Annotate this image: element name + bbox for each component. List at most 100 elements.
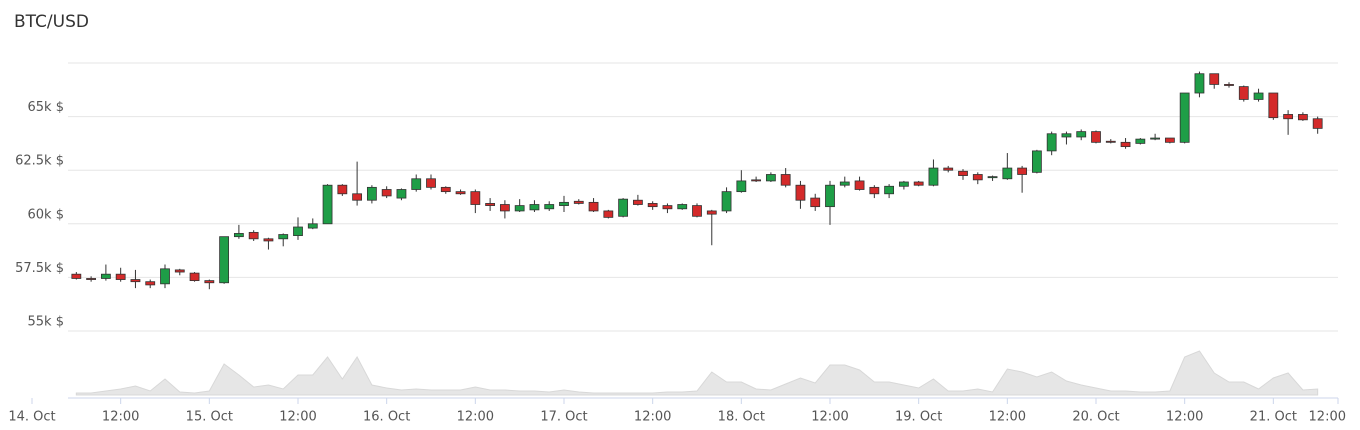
- candle-body: [219, 236, 230, 284]
- candle-body: [352, 193, 363, 201]
- candle-body: [618, 198, 629, 217]
- candle-body: [603, 210, 614, 218]
- candle-body: [780, 174, 791, 186]
- candle-body: [514, 205, 525, 212]
- x-tick-label: 17. Oct: [540, 410, 587, 425]
- candle-body: [71, 273, 82, 279]
- candle-body: [958, 170, 968, 176]
- candle-body: [1105, 140, 1116, 143]
- candle-body: [263, 238, 274, 242]
- candle-body: [1179, 92, 1190, 143]
- candle-body: [632, 199, 643, 205]
- candle-body: [573, 200, 584, 204]
- candle-body: [692, 205, 702, 217]
- candle-body: [485, 203, 496, 206]
- x-tick-label: 12:00: [1166, 410, 1203, 425]
- candle-body: [706, 210, 717, 215]
- candle-body: [278, 234, 289, 240]
- candle-body: [86, 278, 97, 280]
- candle-body: [721, 191, 732, 212]
- candle-body: [1253, 92, 1264, 100]
- candle-body: [795, 184, 806, 201]
- candle-body: [381, 189, 392, 197]
- candle-body: [1283, 114, 1294, 120]
- x-tick-label: 12:00: [634, 410, 671, 425]
- candle-body: [1061, 133, 1072, 138]
- candle-body: [898, 181, 909, 187]
- candle-body: [204, 280, 215, 284]
- chart-title: BTC/USD: [14, 12, 89, 32]
- candle-body: [1076, 131, 1087, 138]
- candle-body: [1120, 141, 1131, 148]
- candle-body: [736, 180, 747, 193]
- candle-body: [559, 201, 569, 206]
- candle-body: [751, 179, 762, 182]
- candle-body: [647, 203, 658, 208]
- candle-body: [972, 174, 983, 181]
- x-tick-label: 20. Oct: [1072, 410, 1119, 425]
- candle-body: [189, 272, 200, 282]
- x-tick-label: 12:00: [811, 410, 848, 425]
- candle-body: [810, 197, 821, 208]
- candle-body: [987, 176, 998, 179]
- candle-body: [662, 205, 673, 210]
- candle-body: [396, 189, 407, 199]
- candle-body: [1164, 137, 1175, 143]
- candle-body: [499, 204, 510, 212]
- x-tick-label: 12:00: [102, 410, 139, 425]
- candle-body: [1268, 92, 1279, 119]
- candle-body: [1312, 118, 1323, 129]
- y-tick-label: 60k $: [28, 207, 64, 222]
- candle-body: [1031, 150, 1042, 173]
- candle-body: [160, 268, 170, 285]
- candle-body: [145, 281, 156, 286]
- x-tick-label: 16. Oct: [363, 410, 410, 425]
- candle-body: [248, 231, 259, 240]
- candle-body: [1194, 73, 1205, 94]
- candle-body: [1091, 131, 1101, 143]
- candle-body: [765, 174, 776, 182]
- candle-body: [455, 191, 466, 195]
- candle-body: [854, 180, 865, 190]
- candle-body: [588, 201, 599, 212]
- candle-body: [1002, 167, 1013, 180]
- candle-body: [943, 167, 954, 171]
- candle-body: [411, 178, 422, 190]
- x-tick-label: 14. Oct: [8, 410, 55, 425]
- candle-body: [1238, 86, 1249, 100]
- x-tick-label: 21. Oct: [1250, 410, 1297, 425]
- candle-body: [426, 178, 436, 188]
- candle-body: [884, 185, 895, 195]
- volume-area: [75, 350, 1319, 396]
- candle-body: [1224, 84, 1234, 86]
- candle-body: [440, 186, 451, 193]
- x-tick-label: 19. Oct: [895, 410, 942, 425]
- candle-body: [928, 167, 939, 186]
- candle-body: [1297, 114, 1308, 121]
- candle-body: [233, 233, 244, 238]
- x-tick-label: 12:00: [989, 410, 1026, 425]
- y-tick-label: 62.5k $: [15, 154, 64, 169]
- candle-body: [337, 184, 348, 195]
- y-tick-label: 57.5k $: [15, 261, 64, 276]
- candle-body: [100, 273, 111, 279]
- candle-body: [1209, 73, 1220, 85]
- candle-body: [544, 204, 555, 210]
- candle-body: [1046, 133, 1057, 152]
- x-tick-label: 12:00: [279, 410, 316, 425]
- x-tick-label: 18. Oct: [718, 410, 765, 425]
- candle-body: [174, 269, 185, 273]
- candle-body: [677, 204, 688, 210]
- x-tick-label: 12:00: [457, 410, 494, 425]
- candle-body: [115, 273, 126, 280]
- x-tick-label: 12:00: [1309, 410, 1346, 425]
- candle-body: [307, 223, 318, 229]
- candle-body: [839, 181, 850, 186]
- y-tick-label: 55k $: [28, 315, 64, 330]
- candle-body: [913, 181, 924, 186]
- x-tick-label: 15. Oct: [186, 410, 233, 425]
- candle-body: [322, 184, 333, 225]
- candle-body: [366, 186, 377, 201]
- candle-body: [293, 226, 303, 236]
